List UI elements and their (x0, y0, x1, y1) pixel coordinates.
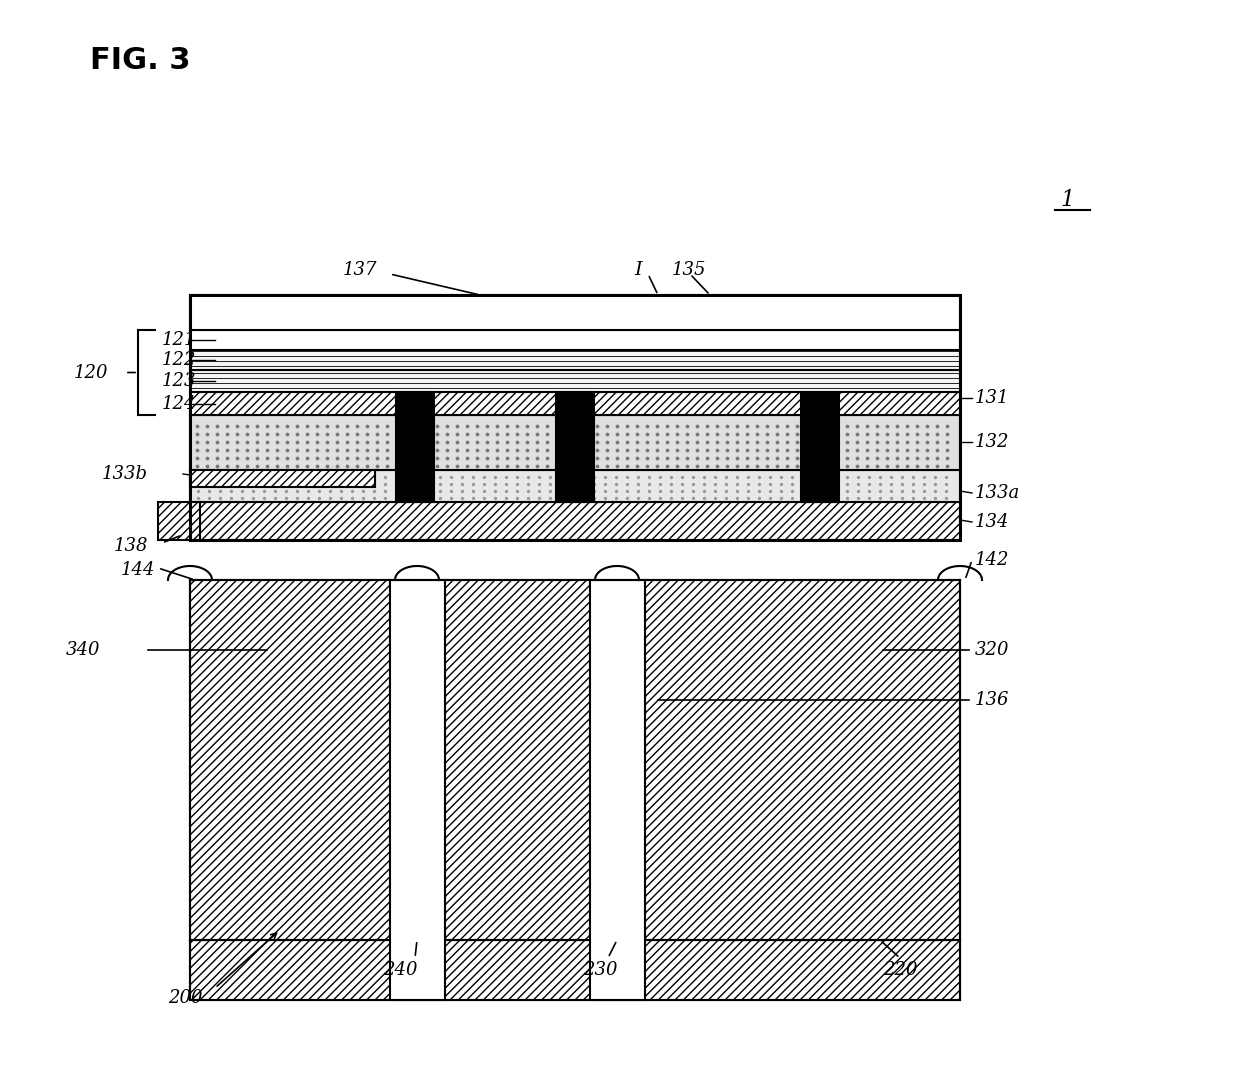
Text: 220: 220 (883, 961, 918, 979)
Text: 340: 340 (66, 641, 100, 659)
Text: 122: 122 (162, 351, 196, 369)
Text: 133a: 133a (975, 484, 1021, 502)
Text: 136: 136 (975, 691, 1009, 709)
Text: 134: 134 (975, 513, 1009, 531)
Text: I: I (634, 261, 642, 279)
Bar (190, 350, 960, 370)
Text: 240: 240 (383, 961, 417, 979)
Bar (396, 392, 434, 502)
Text: 132: 132 (975, 433, 1009, 450)
Text: 230: 230 (583, 961, 618, 979)
Bar (190, 392, 960, 415)
Bar (190, 470, 960, 502)
Bar (556, 392, 594, 502)
Bar (190, 502, 960, 540)
Text: 138: 138 (114, 537, 148, 555)
Bar (157, 502, 200, 540)
Text: 120: 120 (73, 364, 108, 382)
Bar (645, 580, 960, 941)
Bar (190, 580, 391, 941)
Text: 121: 121 (162, 331, 196, 349)
Bar (190, 415, 960, 470)
Text: 135: 135 (672, 261, 707, 279)
Bar (190, 941, 960, 1000)
Bar (190, 295, 960, 330)
Bar (190, 330, 960, 350)
Text: 123: 123 (162, 372, 196, 389)
Text: 137: 137 (342, 261, 377, 279)
Bar (190, 295, 960, 540)
Text: 1: 1 (1060, 189, 1074, 211)
Text: FIG. 3: FIG. 3 (91, 46, 191, 75)
Bar (445, 580, 590, 941)
Text: 142: 142 (975, 551, 1009, 569)
Text: 144: 144 (120, 561, 155, 579)
Text: 320: 320 (975, 641, 1009, 659)
Text: 124: 124 (162, 395, 196, 413)
Text: 133b: 133b (102, 465, 148, 483)
Bar (590, 580, 645, 1000)
Bar (190, 370, 960, 392)
Bar (391, 580, 445, 1000)
Bar (190, 470, 374, 487)
Text: 131: 131 (975, 389, 1009, 407)
Text: 200: 200 (167, 989, 202, 1007)
Bar (801, 392, 839, 502)
